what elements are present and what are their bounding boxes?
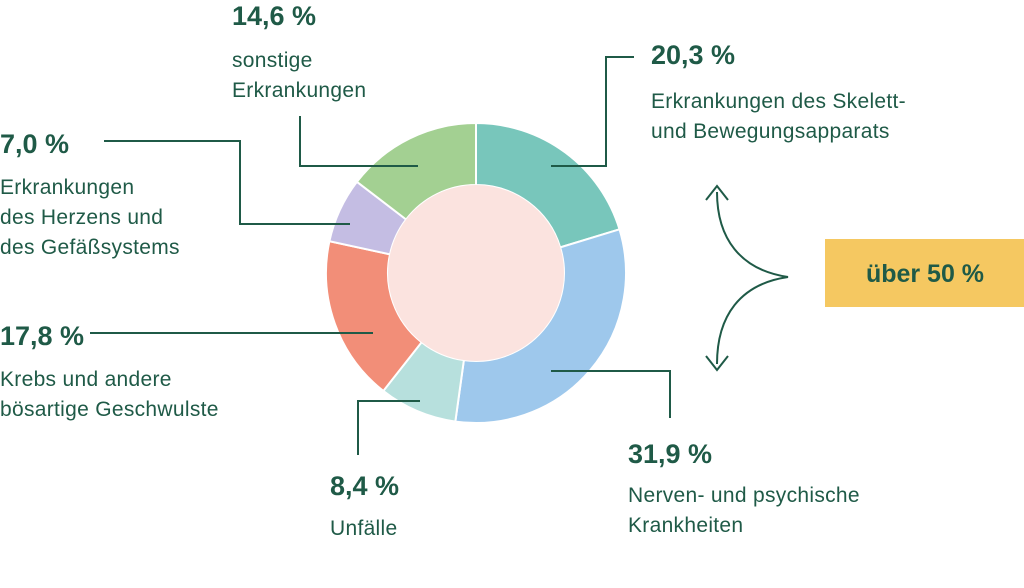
category-label-6-line-1: sonstige <box>232 49 313 72</box>
category-label-1-line-1: Erkrankungen des Skelett- <box>651 90 906 113</box>
category-label-4-line-1: Krebs und andere <box>0 368 172 391</box>
brace-bracket <box>706 186 788 370</box>
category-label-1-line-2: und Bewegungsapparats <box>651 120 890 143</box>
value-label-2: 31,9 % <box>628 439 712 469</box>
value-label-1: 20,3 % <box>651 40 735 70</box>
category-label-6-line-2: Erkrankungen <box>232 79 366 102</box>
category-label-4-line-2: bösartige Geschwulste <box>0 398 219 421</box>
donut-center <box>388 185 564 361</box>
category-label-2-line-2: Krankheiten <box>628 514 743 537</box>
category-label-5-line-2: des Herzens und <box>0 206 163 229</box>
leader-line-1 <box>551 57 634 166</box>
value-label-5: 7,0 % <box>0 129 69 159</box>
brace-curve <box>717 192 788 364</box>
category-label-3-line-1: Unfälle <box>330 517 397 540</box>
category-label-2-line-1: Nerven- und psychische <box>628 484 860 507</box>
value-label-3: 8,4 % <box>330 471 399 501</box>
category-label-5-line-1: Erkrankungen <box>0 176 134 199</box>
callout-badge: über 50 % <box>825 239 1024 307</box>
value-label-4: 17,8 % <box>0 321 84 351</box>
callout-text: über 50 % <box>866 260 984 288</box>
category-label-5-line-3: des Gefäßsystems <box>0 236 180 259</box>
value-label-6: 14,6 % <box>232 1 316 31</box>
